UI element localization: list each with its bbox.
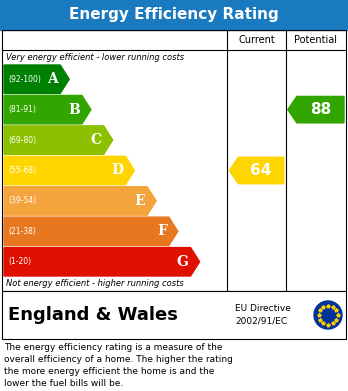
- Text: C: C: [90, 133, 102, 147]
- Text: Potential: Potential: [294, 35, 338, 45]
- Text: Not energy efficient - higher running costs: Not energy efficient - higher running co…: [6, 280, 184, 289]
- Bar: [0, 0, 348, 30]
- Text: Very energy efficient - lower running costs: Very energy efficient - lower running co…: [6, 52, 184, 61]
- Text: (1-20): (1-20): [8, 257, 31, 266]
- Bar: [2, 30, 346, 291]
- Text: 88: 88: [310, 102, 331, 117]
- Text: (92-100): (92-100): [8, 75, 41, 84]
- Polygon shape: [229, 157, 284, 184]
- Polygon shape: [4, 156, 134, 185]
- Text: F: F: [157, 224, 167, 239]
- Text: (21-38): (21-38): [8, 227, 36, 236]
- Text: The energy efficiency rating is a measure of the
overall efficiency of a home. T: The energy efficiency rating is a measur…: [4, 343, 233, 388]
- Polygon shape: [4, 187, 156, 215]
- Text: (39-54): (39-54): [8, 196, 36, 205]
- Polygon shape: [4, 95, 91, 124]
- Text: Energy Efficiency Rating: Energy Efficiency Rating: [69, 7, 279, 23]
- Polygon shape: [4, 65, 69, 93]
- Text: England & Wales: England & Wales: [8, 306, 178, 324]
- Text: D: D: [111, 163, 124, 178]
- Circle shape: [314, 301, 342, 329]
- Text: 64: 64: [250, 163, 272, 178]
- Text: (69-80): (69-80): [8, 136, 36, 145]
- Text: (55-68): (55-68): [8, 166, 36, 175]
- Text: Current: Current: [238, 35, 275, 45]
- Polygon shape: [4, 217, 178, 246]
- Polygon shape: [4, 248, 200, 276]
- Text: EU Directive
2002/91/EC: EU Directive 2002/91/EC: [235, 304, 291, 326]
- Polygon shape: [4, 126, 113, 154]
- Text: E: E: [134, 194, 145, 208]
- Text: B: B: [68, 103, 80, 117]
- Bar: [2, 291, 346, 339]
- Text: (81-91): (81-91): [8, 105, 36, 114]
- Polygon shape: [288, 97, 344, 123]
- Text: G: G: [177, 255, 189, 269]
- Text: A: A: [47, 72, 58, 86]
